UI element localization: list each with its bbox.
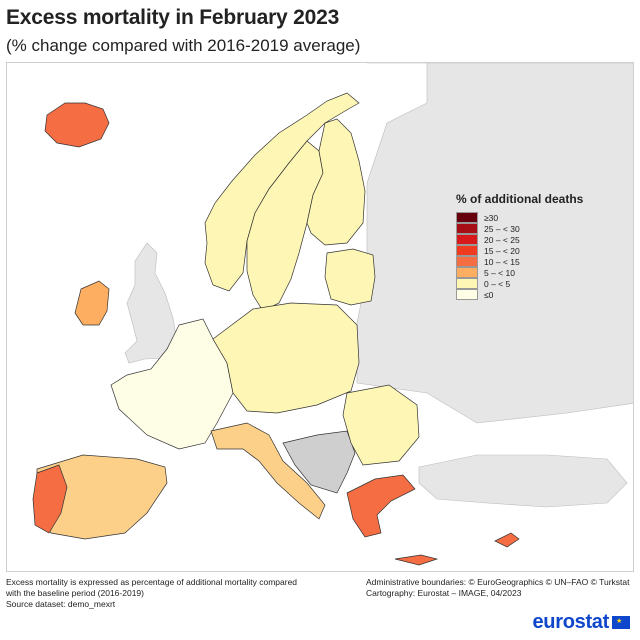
- legend-label: 25 – < 30: [484, 223, 520, 234]
- legend: % of additional deaths ≥30 25 – < 30 20 …: [456, 192, 583, 300]
- turkey-landmass: [418, 454, 628, 508]
- legend-item: 15 – < 20: [456, 245, 583, 256]
- ireland-region: [74, 280, 110, 326]
- central-europe-region: [212, 302, 360, 414]
- legend-item: ≥30: [456, 212, 583, 223]
- legend-label: ≤0: [484, 289, 494, 300]
- map-title: Excess mortality in February 2023: [6, 6, 340, 29]
- legend-swatch: [456, 267, 478, 278]
- legend-swatch: [456, 212, 478, 223]
- legend-swatch: [456, 256, 478, 267]
- legend-swatch: [456, 289, 478, 300]
- legend-item: ≤0: [456, 289, 583, 300]
- baltic-region: [324, 248, 376, 306]
- legend-swatch: [456, 278, 478, 289]
- norway-region: [204, 92, 360, 292]
- legend-label: 20 – < 25: [484, 234, 520, 245]
- legend-label: ≥30: [484, 212, 499, 223]
- admin-boundaries-credit: Administrative boundaries: © EuroGeograp…: [366, 577, 630, 587]
- finland-region: [306, 118, 366, 246]
- legend-item: 10 – < 15: [456, 256, 583, 267]
- legend-swatch: [456, 234, 478, 245]
- footnote-line: with the baseline period (2016-2019): [6, 588, 144, 598]
- uk-landmass: [124, 242, 178, 364]
- italy-region: [210, 422, 326, 520]
- eu-flag-icon: ★: [612, 616, 630, 629]
- legend-label: 5 – < 10: [484, 267, 515, 278]
- map-svg: [7, 63, 633, 571]
- legend-item: 25 – < 30: [456, 223, 583, 234]
- map-area: [6, 62, 634, 572]
- legend-item: 20 – < 25: [456, 234, 583, 245]
- greece-region: [346, 474, 416, 538]
- cyprus-region: [494, 532, 520, 548]
- portugal-region: [32, 464, 68, 534]
- legend-label: 0 – < 5: [484, 278, 511, 289]
- legend-swatch: [456, 245, 478, 256]
- iceland-region: [44, 102, 110, 148]
- balkans-region: [282, 430, 356, 494]
- legend-title: % of additional deaths: [456, 192, 584, 206]
- footnote-line: Excess mortality is expressed as percent…: [6, 577, 298, 587]
- legend-label: 10 – < 15: [484, 256, 520, 267]
- sweden-region: [246, 140, 324, 312]
- source-dataset: Source dataset: demo_mexrt: [6, 599, 116, 609]
- cartography-credit: Cartography: Eurostat – IMAGE, 04/2023: [366, 588, 522, 598]
- legend-swatch: [456, 223, 478, 234]
- legend-item: 5 – < 10: [456, 267, 583, 278]
- credits: Administrative boundaries: © EuroGeograp…: [366, 577, 630, 599]
- crete-region: [394, 554, 439, 566]
- eurostat-logo-text: eurostat: [532, 611, 609, 633]
- eurostat-logo: eurostat ★: [532, 611, 630, 634]
- map-subtitle: (% change compared with 2016-2019 averag…: [6, 36, 361, 55]
- legend-item: 0 – < 5: [456, 278, 583, 289]
- legend-label: 15 – < 20: [484, 245, 520, 256]
- romania-bulgaria-region: [342, 384, 420, 466]
- footnote: Excess mortality is expressed as percent…: [6, 577, 336, 610]
